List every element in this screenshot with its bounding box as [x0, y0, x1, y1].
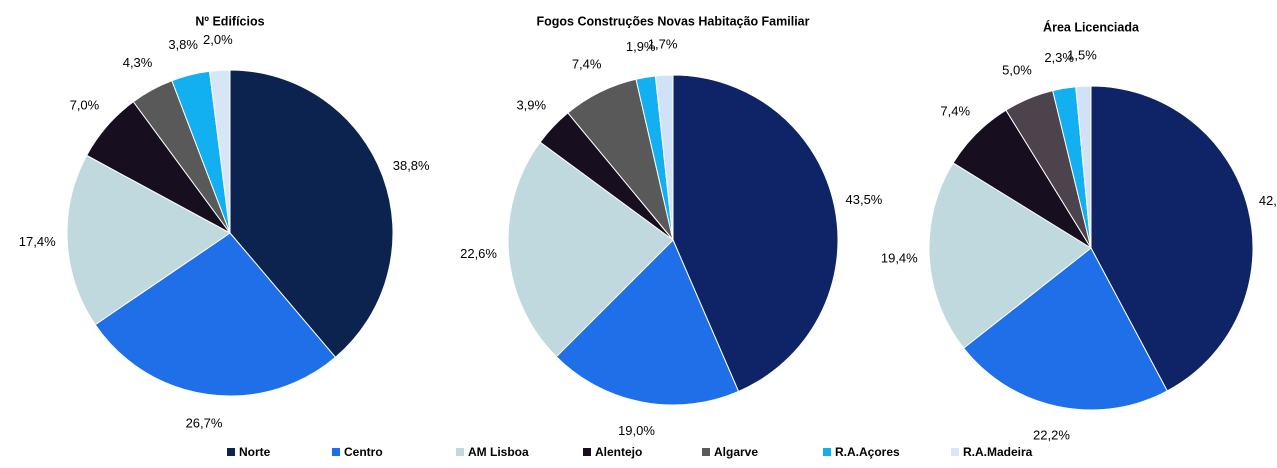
data-label: 19,4%	[881, 250, 918, 265]
data-label: 4,3%	[123, 55, 153, 70]
legend-label: Norte	[239, 445, 271, 459]
legend-label: Algarve	[714, 445, 758, 459]
data-label: 26,7%	[186, 416, 223, 431]
legend-swatch	[951, 448, 959, 456]
legend-label: Centro	[344, 445, 383, 459]
data-label: 2,0%	[203, 32, 233, 47]
legend-label: R.A.Madeira	[963, 445, 1033, 459]
legend-label: Alentejo	[595, 445, 642, 459]
data-label: 3,9%	[516, 98, 546, 113]
data-label: 22,2%	[1033, 427, 1070, 442]
pie-slice	[507, 141, 674, 358]
legend-swatch	[823, 448, 831, 456]
pie-slice	[209, 69, 231, 234]
chart-title: Nº Edifícios	[195, 14, 264, 28]
data-label: 19,0%	[618, 423, 655, 438]
pie-slice	[66, 154, 231, 326]
pie-slice	[555, 239, 740, 406]
pie-slice	[654, 74, 674, 241]
data-label: 42,2%	[1259, 193, 1277, 208]
legend-label: R.A.Açores	[835, 445, 900, 459]
data-label: 43,5%	[846, 192, 883, 207]
data-label: 1,9%	[626, 39, 656, 54]
legend-swatch	[702, 448, 710, 456]
data-label: 38,8%	[393, 158, 430, 173]
pie-slice	[928, 162, 1092, 349]
legend-swatch	[332, 448, 340, 456]
data-label: 7,4%	[572, 57, 602, 72]
data-label: 1,5%	[1067, 48, 1097, 63]
data-label: 17,4%	[19, 234, 56, 249]
chart-title: Área Licenciada	[1043, 19, 1140, 34]
data-label: 3,8%	[168, 37, 198, 52]
pie-slice	[229, 69, 394, 358]
data-label: 7,0%	[70, 98, 100, 113]
data-label: 5,0%	[1002, 62, 1032, 77]
data-label: 22,6%	[460, 246, 497, 261]
legend-swatch	[227, 448, 235, 456]
pie-slice	[1090, 85, 1254, 392]
data-label: 2,3%	[1044, 50, 1074, 65]
pie-slice	[1075, 85, 1092, 249]
pie-slice	[672, 74, 839, 393]
chart-title: Fogos Construções Novas Habitação Famili…	[537, 14, 810, 28]
pie-slice	[962, 247, 1168, 411]
pie-slice	[94, 232, 337, 397]
data-label: 1,7%	[648, 37, 678, 52]
data-label: 7,4%	[940, 104, 970, 119]
legend-label: AM Lisboa	[468, 445, 529, 459]
legend-swatch	[583, 448, 591, 456]
legend-swatch	[456, 448, 464, 456]
